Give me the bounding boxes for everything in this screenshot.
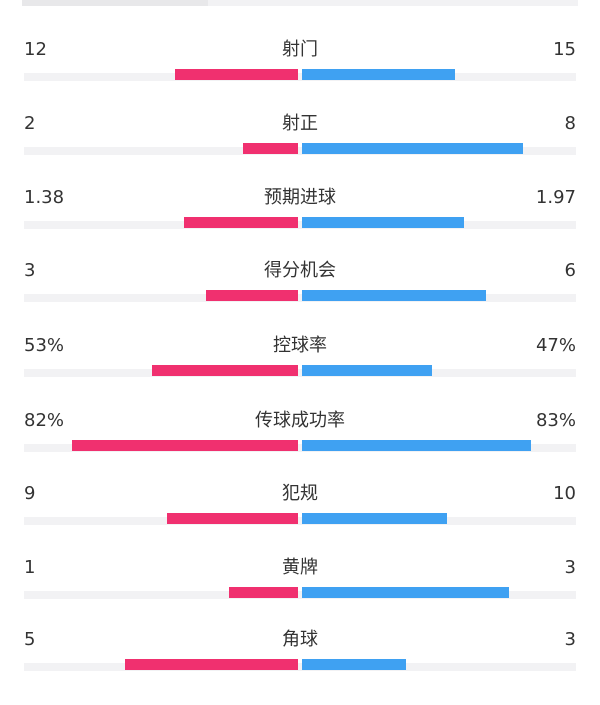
away-value: 8 (564, 113, 576, 134)
away-bar (302, 440, 531, 451)
home-bar (243, 143, 298, 154)
away-value: 83% (535, 410, 576, 431)
home-bar (229, 587, 298, 598)
home-value: 12 (24, 39, 47, 60)
stat-track (24, 591, 576, 599)
away-value: 3 (564, 557, 576, 578)
stat-row-big-chances: 3 得分机会 6 (0, 259, 600, 331)
away-value: 3 (564, 629, 576, 650)
home-bar (206, 290, 298, 301)
stat-label: 得分机会 (264, 260, 336, 281)
stat-label: 射正 (282, 113, 318, 134)
stat-track (24, 444, 576, 452)
away-bar (302, 587, 509, 598)
away-value: 6 (564, 260, 576, 281)
away-value: 10 (553, 483, 576, 504)
home-bar (184, 217, 298, 228)
home-bar (167, 513, 298, 524)
stat-row-shots: 12 射门 15 (0, 38, 600, 110)
stat-label: 黄牌 (282, 557, 318, 578)
home-value: 82% (24, 410, 65, 431)
stat-row-shots-on-target: 2 射正 8 (0, 112, 600, 184)
away-bar (302, 290, 486, 301)
home-bar (175, 69, 298, 80)
away-bar (302, 365, 432, 376)
stat-label: 预期进球 (264, 187, 336, 208)
away-bar (302, 513, 447, 524)
stat-label: 传球成功率 (255, 410, 345, 431)
away-bar (302, 143, 523, 154)
away-bar (302, 69, 455, 80)
stat-track (24, 147, 576, 155)
away-value: 47% (535, 335, 576, 356)
stat-label: 控球率 (273, 335, 327, 356)
home-bar (72, 440, 298, 451)
stat-track (24, 369, 576, 377)
top-divider-segment (22, 0, 208, 6)
away-bar (302, 659, 406, 670)
top-divider (22, 0, 578, 6)
home-value: 1 (24, 557, 36, 578)
home-value: 2 (24, 113, 36, 134)
away-value: 15 (553, 39, 576, 60)
stat-row-expected-goals: 1.38 预期进球 1.97 (0, 186, 600, 258)
stat-label: 犯规 (282, 483, 318, 504)
home-value: 5 (24, 629, 36, 650)
stat-track (24, 517, 576, 525)
stat-label: 射门 (282, 39, 318, 60)
home-value: 9 (24, 483, 36, 504)
stat-row-fouls: 9 犯规 10 (0, 482, 600, 554)
stat-row-possession: 53% 控球率 47% (0, 334, 600, 406)
stat-row-corners: 5 角球 3 (0, 628, 600, 700)
home-value: 53% (24, 335, 65, 356)
stat-track (24, 73, 576, 81)
stat-track (24, 221, 576, 229)
stat-row-yellow-cards: 1 黄牌 3 (0, 556, 600, 628)
stat-track (24, 663, 576, 671)
stat-track (24, 294, 576, 302)
stat-row-pass-accuracy: 82% 传球成功率 83% (0, 409, 600, 481)
away-value: 1.97 (535, 187, 576, 208)
home-bar (152, 365, 298, 376)
stat-label: 角球 (282, 629, 318, 650)
home-value: 3 (24, 260, 36, 281)
away-bar (302, 217, 464, 228)
home-bar (125, 659, 298, 670)
home-value: 1.38 (24, 187, 65, 208)
